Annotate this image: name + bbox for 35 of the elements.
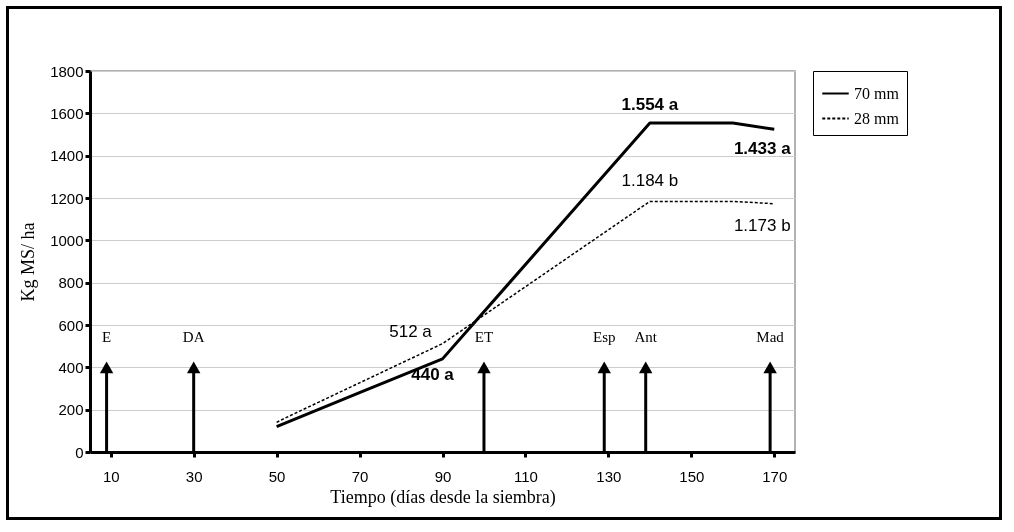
x-tick-label: 130 bbox=[596, 467, 622, 485]
annotation: 512 a bbox=[389, 321, 433, 341]
y-tick-label: 800 bbox=[58, 274, 84, 292]
y-tick-label: 1600 bbox=[50, 104, 84, 122]
y-tick-label: 400 bbox=[58, 358, 84, 376]
x-tick-label: 70 bbox=[351, 467, 369, 485]
y-tick-label: 1800 bbox=[50, 62, 84, 80]
legend-label: 70 mm bbox=[854, 84, 900, 102]
annotation: Mad bbox=[756, 329, 785, 346]
x-tick-label: 50 bbox=[268, 467, 286, 485]
x-tick-label: 10 bbox=[102, 467, 120, 485]
annotation: 1.554 a bbox=[621, 95, 679, 115]
y-axis-title: Kg MS/ ha bbox=[18, 222, 39, 302]
x-tick-label: 110 bbox=[513, 467, 538, 485]
y-tick-label: 200 bbox=[58, 401, 84, 419]
annotation: Ant bbox=[634, 329, 658, 346]
annotation: 1.173 b bbox=[733, 215, 791, 235]
y-tick-label: 1000 bbox=[50, 231, 84, 249]
x-axis-title: Tiempo (días desde la siembra) bbox=[330, 486, 556, 508]
annotation: Esp bbox=[592, 329, 616, 346]
annotation: E bbox=[102, 329, 112, 346]
legend-label: 28 mm bbox=[854, 109, 900, 127]
y-tick-label: 0 bbox=[75, 443, 84, 461]
x-tick-label: 170 bbox=[762, 467, 788, 485]
x-tick-label: 90 bbox=[434, 467, 452, 485]
annotation: 1.184 b bbox=[621, 171, 679, 191]
annotation: ET bbox=[474, 329, 494, 346]
y-tick-label: 1200 bbox=[50, 189, 84, 207]
x-tick-label: 150 bbox=[679, 467, 705, 485]
annotation: 440 a bbox=[411, 364, 455, 384]
y-tick-label: 600 bbox=[58, 316, 84, 334]
annotation: 1.433 a bbox=[733, 139, 792, 159]
x-tick-label: 30 bbox=[185, 467, 203, 485]
annotation: DA bbox=[182, 329, 205, 346]
y-tick-label: 1400 bbox=[50, 147, 84, 165]
